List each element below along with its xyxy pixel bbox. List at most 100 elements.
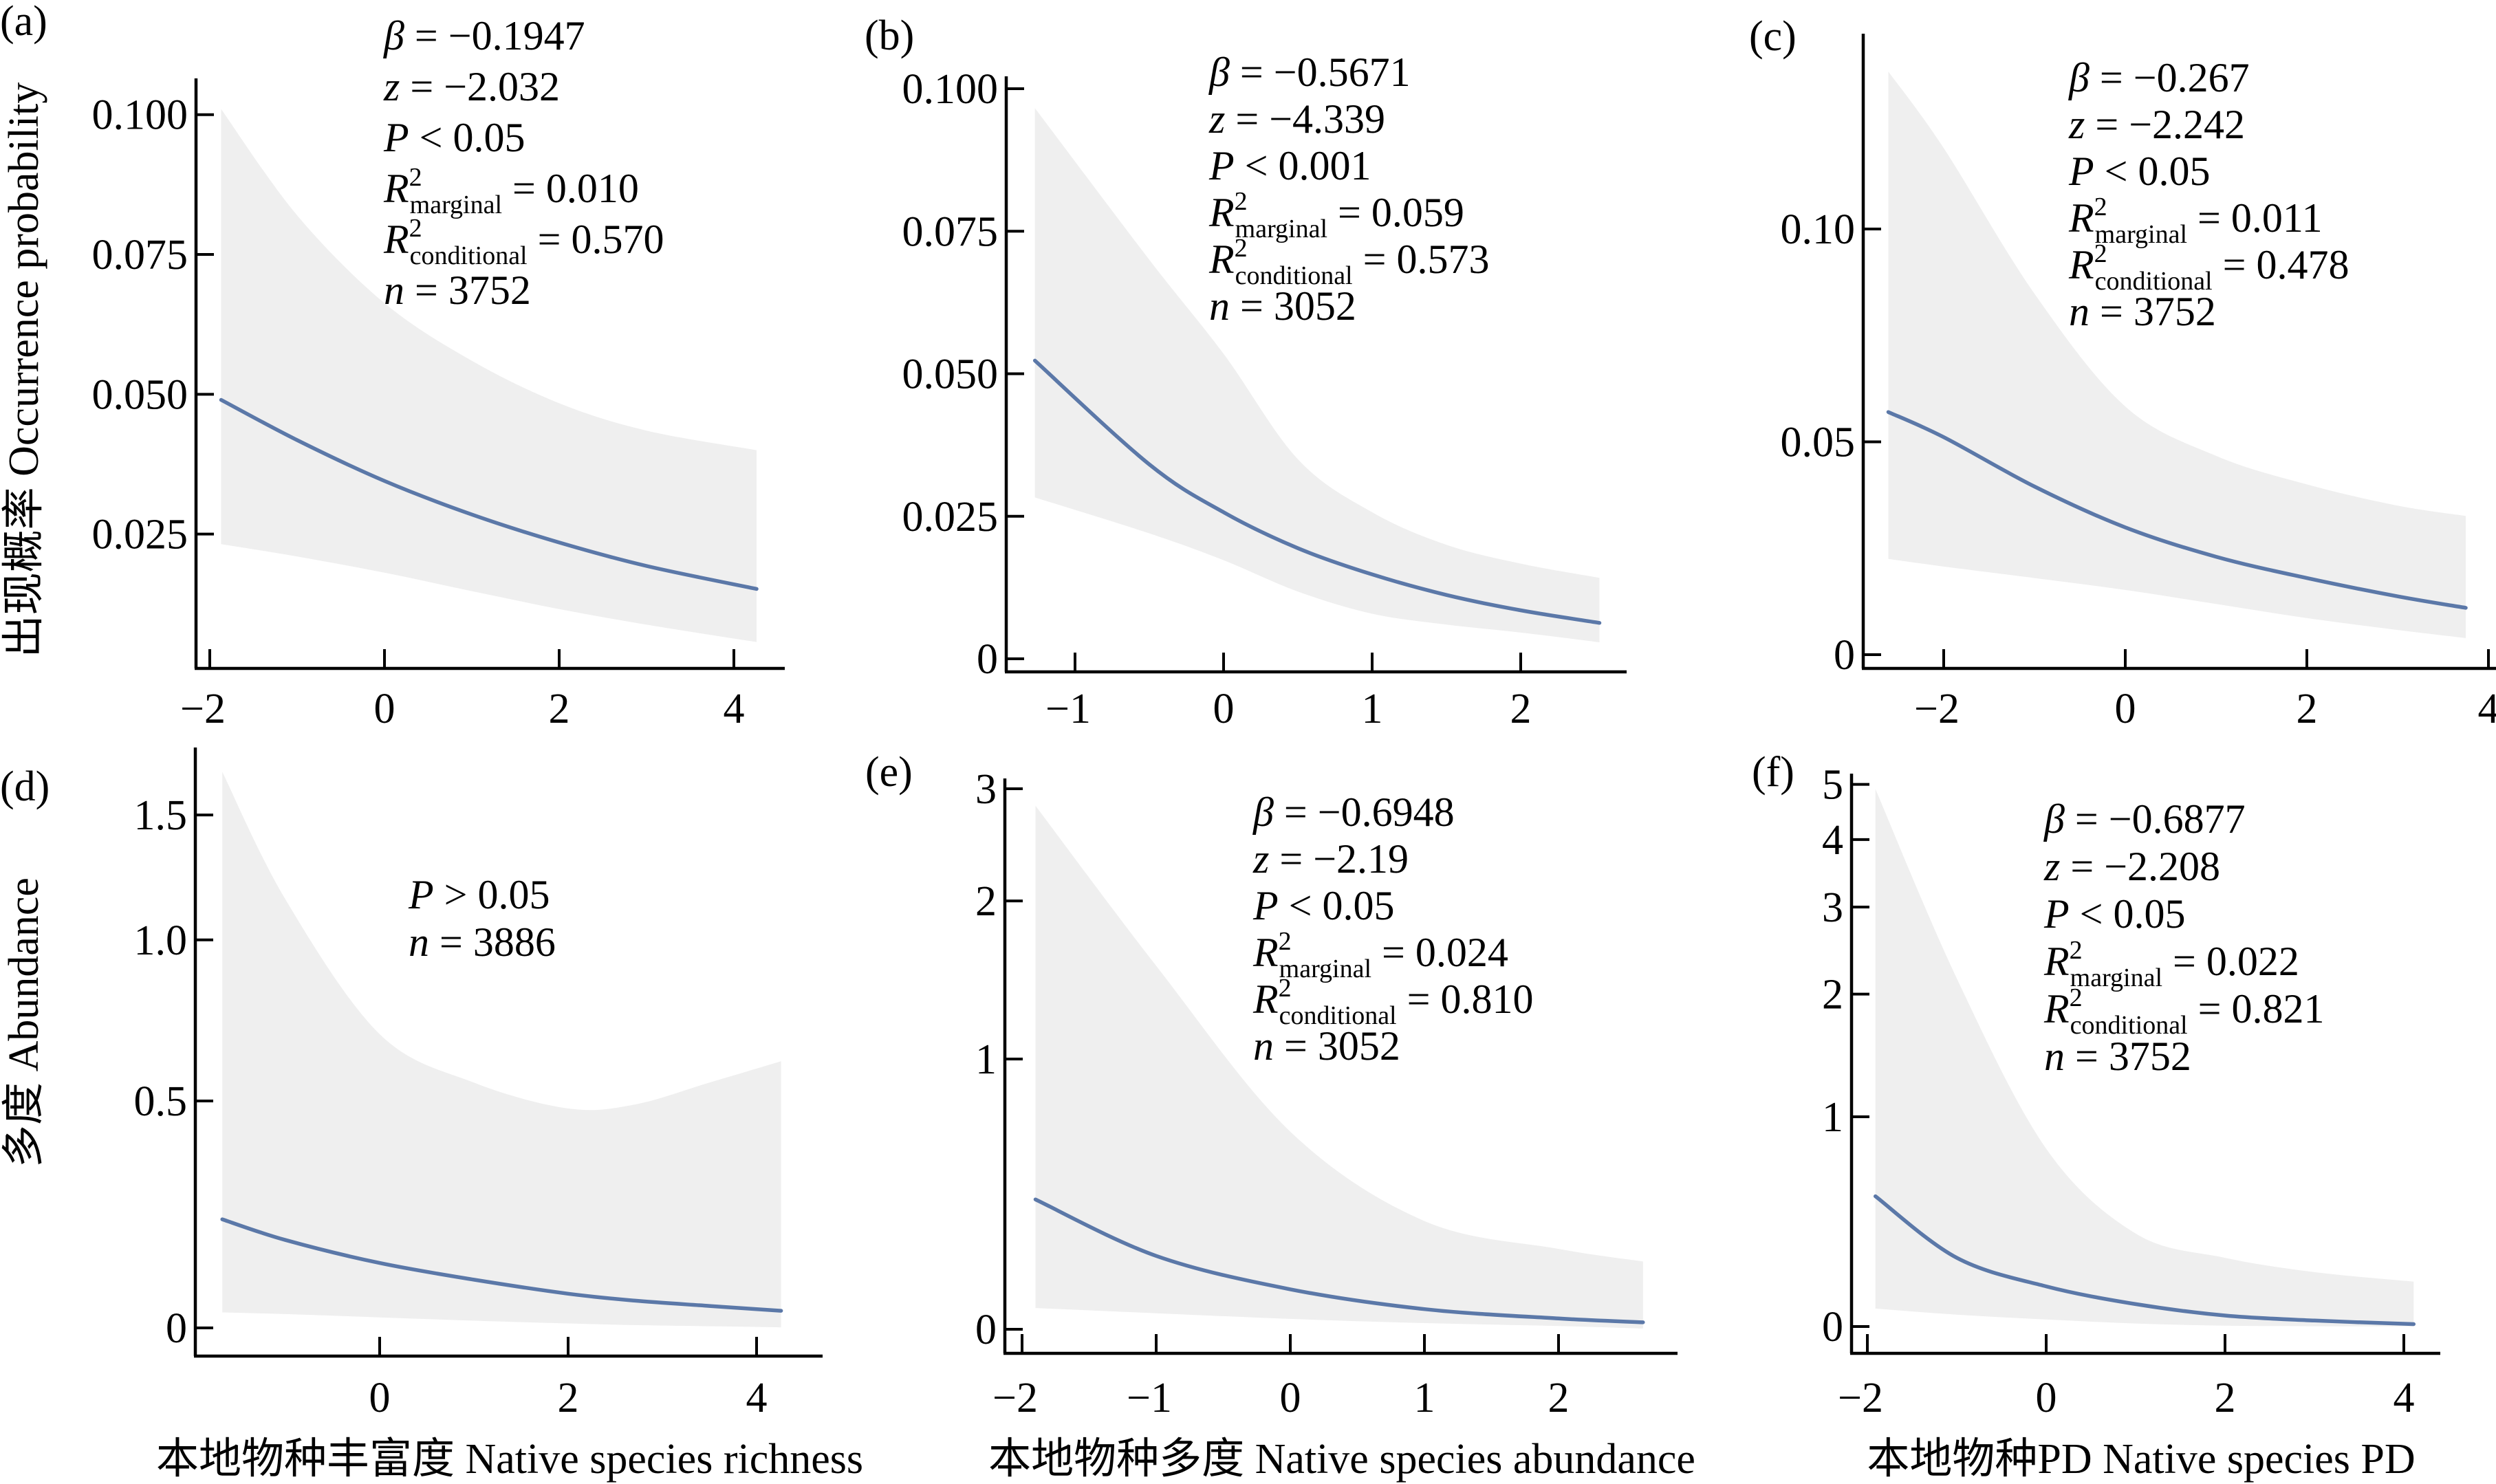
- x-tick-label: 0: [1280, 1375, 1301, 1421]
- x-tick-label: −2: [992, 1375, 1038, 1421]
- x-axis-title: 本地物种丰富度 Native species richness: [156, 1436, 863, 1483]
- panel-label: (b): [865, 12, 914, 59]
- y-tick-label: 5: [1822, 762, 1843, 809]
- stat-symbol: R: [2068, 195, 2094, 241]
- x-tick-label: 1: [1414, 1375, 1435, 1421]
- x-tick-label: 4: [2478, 686, 2496, 732]
- stat-line: R2 marginal = 0.024: [1252, 927, 1508, 983]
- y-tick-label: 2: [1822, 972, 1843, 1018]
- y-tick-label: 0.050: [902, 351, 999, 398]
- y-tick-label: 1: [1822, 1094, 1843, 1141]
- stat-superscript: 2: [2094, 193, 2107, 221]
- stat-value: = 3886: [429, 919, 556, 965]
- y-tick-label: 0.025: [92, 512, 188, 558]
- stat-line: R2 conditional = 0.810: [1252, 974, 1533, 1030]
- stat-value: < 0.05: [2094, 149, 2211, 194]
- stat-line: R2 marginal = 0.022: [2043, 936, 2299, 992]
- y-tick-label: 1.0: [134, 917, 188, 964]
- stat-superscript: 2: [1235, 234, 1248, 263]
- fit-line: [220, 1217, 783, 1313]
- stat-line: β = −0.1947: [383, 13, 585, 58]
- stat-symbol: n: [2044, 1034, 2065, 1079]
- stat-superscript: 2: [2070, 936, 2083, 965]
- stat-line: n = 3886: [409, 919, 556, 965]
- stat-value: > 0.05: [434, 872, 550, 917]
- stat-line: z = −2.19: [1252, 836, 1409, 882]
- stat-value: = 0.011: [2187, 195, 2323, 241]
- stat-symbol: R: [2043, 939, 2070, 984]
- y-tick-label: 3: [975, 766, 997, 813]
- x-tick-label: −2: [180, 686, 226, 732]
- stat-superscript: 2: [2070, 983, 2083, 1012]
- fit-line: [1886, 410, 2468, 610]
- fit-line: [1032, 358, 1602, 625]
- confidence-band: [1875, 789, 2414, 1327]
- stat-symbol: R: [2068, 242, 2094, 287]
- stat-symbol: β: [383, 13, 404, 58]
- stat-subscript: conditional: [1235, 261, 1353, 290]
- x-tick-label: 4: [724, 686, 745, 732]
- stat-value: = −2.032: [400, 64, 560, 109]
- stat-line: R2 conditional = 0.573: [1208, 234, 1489, 290]
- y-tick-label: 0: [975, 1307, 997, 1353]
- stat-symbol: β: [2068, 55, 2090, 100]
- x-tick-label: 2: [2297, 686, 2318, 732]
- x-tick-label: −1: [1127, 1375, 1172, 1421]
- y-tick-label: 0.10: [1781, 206, 1856, 253]
- stat-value: = 0.573: [1353, 237, 1490, 282]
- stat-subscript: marginal: [410, 190, 502, 219]
- confidence-band: [1035, 805, 1643, 1329]
- y-tick-label: 0: [977, 636, 998, 683]
- stat-symbol: R: [1252, 976, 1279, 1022]
- x-tick-label: 0: [2115, 686, 2136, 732]
- stat-value: < 0.05: [409, 115, 525, 160]
- stat-line: n = 3052: [1253, 1023, 1400, 1069]
- stat-line: β = −0.6877: [2043, 796, 2246, 842]
- stats-annotation: P > 0.05n = 3886: [408, 872, 556, 965]
- y-tick-label: 0.050: [92, 371, 188, 418]
- stat-subscript: marginal: [2070, 963, 2162, 992]
- confidence-band: [1034, 108, 1600, 642]
- stat-value: = 3052: [1274, 1023, 1400, 1069]
- stat-line: R2 conditional = 0.821: [2043, 983, 2324, 1040]
- stat-symbol: P: [2068, 149, 2094, 194]
- stat-symbol: n: [2069, 289, 2090, 334]
- stat-line: z = −2.032: [383, 64, 560, 109]
- stat-symbol: P: [383, 115, 409, 160]
- stat-symbol: R: [383, 217, 409, 262]
- stat-value: = 0.022: [2162, 939, 2299, 984]
- stat-value: = 3052: [1230, 283, 1356, 329]
- stat-line: P < 0.001: [1208, 143, 1371, 188]
- stat-superscript: 2: [409, 163, 422, 192]
- row1-y-axis-title: 出现概率 Occurrence probability: [1, 83, 47, 658]
- stat-symbol: z: [383, 64, 400, 109]
- stat-line: P < 0.05: [383, 115, 525, 160]
- x-tick-label: 2: [2215, 1375, 2236, 1421]
- panel-label: (f): [1752, 749, 1794, 796]
- stat-symbol: z: [2068, 102, 2085, 147]
- fit-line: [219, 397, 759, 591]
- stat-symbol: z: [2043, 844, 2060, 889]
- y-tick-label: 0.100: [92, 92, 188, 139]
- confidence-band: [1888, 72, 2466, 638]
- stat-value: = 3752: [2090, 289, 2216, 334]
- stat-symbol: n: [1253, 1023, 1274, 1069]
- stat-value: = −2.208: [2060, 844, 2220, 889]
- stat-symbol: R: [383, 166, 409, 211]
- x-tick-label: 2: [558, 1375, 579, 1421]
- stat-symbol: β: [2043, 796, 2065, 842]
- stat-line: n = 3752: [384, 268, 531, 313]
- stat-symbol: β: [1208, 50, 1230, 95]
- stat-symbol: R: [1208, 237, 1235, 282]
- y-tick-label: 0.075: [902, 208, 999, 255]
- stat-value: = 0.059: [1327, 190, 1464, 235]
- stat-value: = −0.6948: [1274, 789, 1455, 835]
- stat-symbol: R: [2043, 986, 2070, 1032]
- panel-label: (c): [1749, 13, 1797, 60]
- x-tick-label: 4: [2394, 1375, 2415, 1421]
- y-tick-label: 1.5: [134, 792, 188, 839]
